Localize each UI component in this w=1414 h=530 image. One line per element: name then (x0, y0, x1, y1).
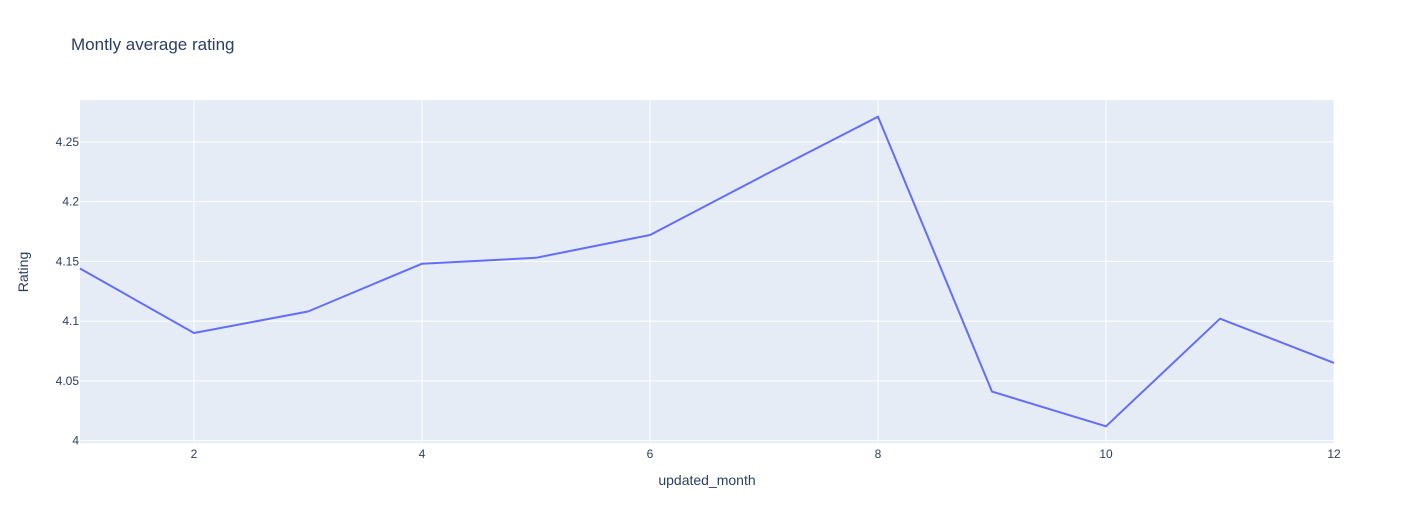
x-tick-label: 10 (1099, 447, 1113, 461)
chart-title: Montly average rating (71, 35, 234, 54)
x-tick-label: 4 (419, 447, 426, 461)
x-tick-label: 2 (191, 447, 198, 461)
y-tick-label: 4 (72, 434, 79, 448)
y-axis-title: Rating (15, 252, 31, 292)
x-tick-label: 8 (875, 447, 882, 461)
x-tick-label: 12 (1327, 447, 1341, 461)
y-tick-label: 4.1 (62, 314, 79, 328)
x-axis-title: updated_month (658, 472, 755, 488)
y-tick-label: 4.2 (62, 195, 79, 209)
x-tick-label: 6 (647, 447, 654, 461)
y-tick-label: 4.15 (56, 254, 80, 268)
plot-area (80, 100, 1334, 443)
y-tick-label: 4.05 (56, 374, 80, 388)
y-tick-label: 4.25 (56, 135, 80, 149)
